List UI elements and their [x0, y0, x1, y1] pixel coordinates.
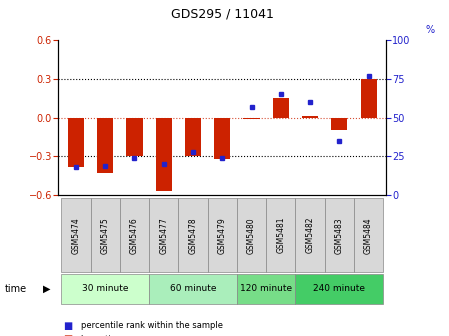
Text: percentile rank within the sample: percentile rank within the sample	[81, 322, 223, 330]
Text: GSM5478: GSM5478	[189, 217, 198, 254]
Text: GSM5477: GSM5477	[159, 217, 168, 254]
Bar	[295, 198, 325, 272]
Text: 30 minute: 30 minute	[82, 285, 128, 293]
Bar	[354, 198, 383, 272]
Bar	[120, 198, 149, 272]
Text: GSM5474: GSM5474	[71, 217, 80, 254]
Bar	[214, 118, 230, 159]
Bar	[331, 118, 348, 130]
Bar	[243, 118, 260, 119]
Text: GSM5483: GSM5483	[335, 217, 344, 254]
Bar	[207, 198, 237, 272]
Text: %: %	[425, 25, 434, 35]
Text: log ratio: log ratio	[81, 335, 116, 336]
Text: ■: ■	[63, 321, 72, 331]
Text: GSM5480: GSM5480	[247, 217, 256, 254]
Bar	[361, 79, 377, 118]
Text: GSM5481: GSM5481	[276, 217, 285, 253]
Text: GSM5476: GSM5476	[130, 217, 139, 254]
Bar	[295, 274, 383, 304]
Bar	[273, 98, 289, 118]
Text: ▶: ▶	[43, 284, 50, 294]
Text: time: time	[4, 284, 26, 294]
Text: GDS295 / 11041: GDS295 / 11041	[171, 7, 274, 20]
Bar	[237, 198, 266, 272]
Text: 120 minute: 120 minute	[240, 285, 292, 293]
Bar	[156, 118, 172, 191]
Bar	[62, 198, 91, 272]
Text: GSM5482: GSM5482	[306, 217, 315, 253]
Bar	[62, 274, 149, 304]
Bar	[68, 118, 84, 167]
Text: ■: ■	[63, 334, 72, 336]
Text: 240 minute: 240 minute	[313, 285, 365, 293]
Bar	[178, 198, 207, 272]
Bar	[149, 198, 178, 272]
Text: 60 minute: 60 minute	[170, 285, 216, 293]
Bar	[185, 118, 201, 156]
Text: GSM5484: GSM5484	[364, 217, 373, 254]
Bar	[302, 116, 318, 118]
Bar	[149, 274, 237, 304]
Bar	[266, 198, 295, 272]
Text: GSM5479: GSM5479	[218, 217, 227, 254]
Bar	[91, 198, 120, 272]
Text: GSM5475: GSM5475	[101, 217, 110, 254]
Bar	[325, 198, 354, 272]
Bar	[97, 118, 113, 173]
Bar	[127, 118, 142, 156]
Bar	[237, 274, 295, 304]
